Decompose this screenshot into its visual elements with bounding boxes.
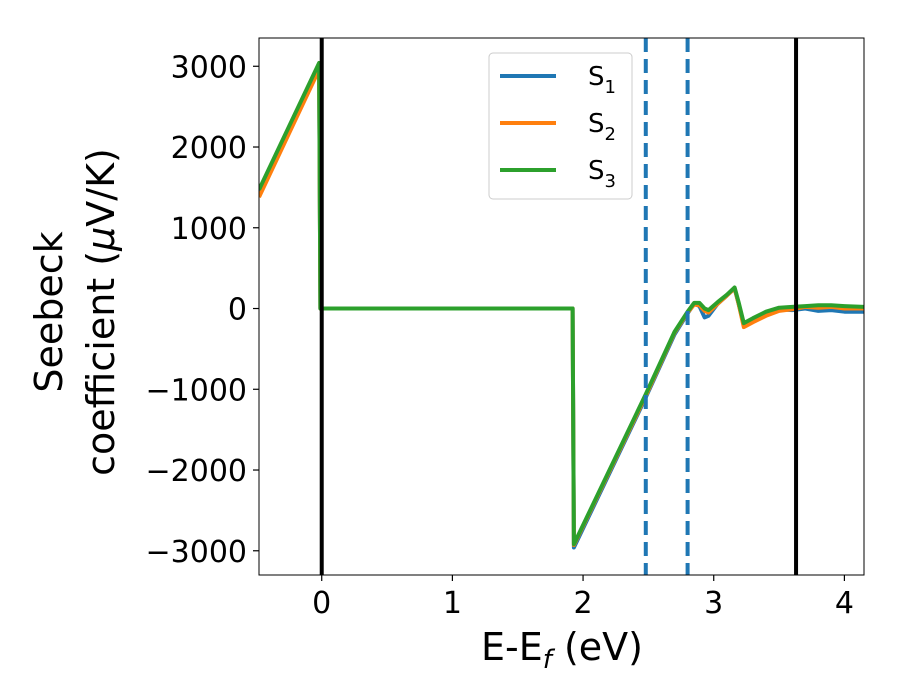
x-axis: 0 1 2 3 4 bbox=[312, 575, 854, 621]
legend-label-s2: S2 bbox=[588, 109, 616, 145]
legend-box bbox=[488, 52, 633, 200]
y-axis: 3000 2000 1000 0 −1000 −2000 −3000 bbox=[146, 50, 259, 570]
y-tick-label: 3000 bbox=[171, 50, 247, 85]
legend-label-s1: S1 bbox=[588, 62, 616, 98]
plot-frame bbox=[258, 37, 865, 576]
x-tick-label: 1 bbox=[443, 586, 462, 621]
svg-text:Seebeck: Seebeck bbox=[27, 231, 71, 392]
svg-text:coefficient (μV/K): coefficient (μV/K) bbox=[79, 148, 123, 476]
y-tick-label: −2000 bbox=[146, 454, 247, 489]
series-line-s3 bbox=[259, 61, 864, 547]
y-tick-label: 2000 bbox=[171, 131, 247, 166]
y-axis-title: Seebeck coefficient (μV/K) bbox=[27, 148, 123, 476]
x-tick-label: 2 bbox=[574, 586, 593, 621]
legend-label-s3: S3 bbox=[588, 156, 616, 192]
y-tick-label: 0 bbox=[228, 293, 247, 328]
x-tick-label: 4 bbox=[835, 586, 854, 621]
y-tick-label: −3000 bbox=[146, 535, 247, 570]
x-axis-title: E-Ef (eV) bbox=[481, 625, 643, 675]
plot-area bbox=[259, 38, 864, 575]
x-tick-label: 3 bbox=[704, 586, 723, 621]
x-tick-label: 0 bbox=[312, 586, 331, 621]
legend: S1 S2 S3 bbox=[488, 52, 633, 200]
y-tick-label: 1000 bbox=[171, 212, 247, 247]
y-tick-label: −1000 bbox=[146, 373, 247, 408]
